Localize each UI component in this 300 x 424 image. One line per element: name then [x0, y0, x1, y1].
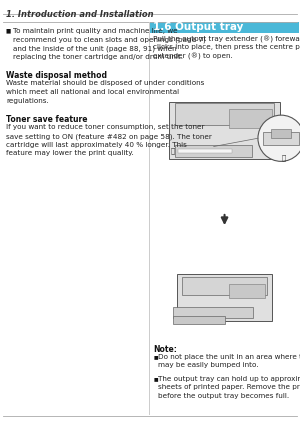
FancyBboxPatch shape	[175, 145, 252, 157]
FancyBboxPatch shape	[178, 149, 232, 153]
Text: sheets of printed paper. Remove the printed paper: sheets of printed paper. Remove the prin…	[158, 385, 300, 391]
Text: recommend you to clean slots and openings (page 7): recommend you to clean slots and opening…	[13, 36, 206, 43]
Text: ■: ■	[6, 28, 11, 33]
Text: Pull the output tray extender (®) foreward gently until it: Pull the output tray extender (®) forewa…	[153, 36, 300, 43]
Bar	[150, 22, 299, 33]
Text: which meet all national and local environmental: which meet all national and local enviro…	[6, 89, 179, 95]
Text: 1. Introduction and Installation: 1. Introduction and Installation	[6, 10, 154, 19]
Circle shape	[258, 115, 300, 162]
Text: regulations.: regulations.	[6, 98, 49, 103]
FancyBboxPatch shape	[229, 284, 265, 298]
Text: replacing the toner cartridge and/or drum unit.: replacing the toner cartridge and/or dru…	[13, 53, 183, 59]
Text: and the inside of the unit (page 88, 91) when: and the inside of the unit (page 88, 91)…	[13, 45, 177, 51]
Text: Note:: Note:	[153, 345, 177, 354]
Text: ⓑ: ⓑ	[281, 155, 286, 161]
FancyBboxPatch shape	[173, 307, 253, 318]
FancyBboxPatch shape	[271, 128, 291, 138]
FancyBboxPatch shape	[175, 103, 274, 125]
Text: may be easily bumped into.: may be easily bumped into.	[158, 363, 259, 368]
Text: Waste material should be disposed of under conditions: Waste material should be disposed of und…	[6, 81, 204, 86]
Text: ⓐ: ⓐ	[170, 148, 175, 154]
Text: Waste disposal method: Waste disposal method	[6, 72, 107, 81]
Text: clicks into place, then press the centre part of the: clicks into place, then press the centre…	[153, 45, 300, 50]
Text: save setting to ON (feature #482 on page 58). The toner: save setting to ON (feature #482 on page…	[6, 133, 212, 139]
Text: Toner save feature: Toner save feature	[6, 115, 88, 125]
Text: before the output tray becomes full.: before the output tray becomes full.	[158, 393, 289, 399]
Text: ■: ■	[153, 376, 158, 381]
FancyBboxPatch shape	[263, 132, 299, 145]
Text: 1.6 Output tray: 1.6 Output tray	[153, 22, 244, 33]
Text: cartridge will last approximately 40 % longer. This: cartridge will last approximately 40 % l…	[6, 142, 187, 148]
Text: ■: ■	[153, 354, 158, 359]
FancyBboxPatch shape	[177, 274, 272, 321]
Text: To maintain print quality and machine life, we: To maintain print quality and machine li…	[13, 28, 178, 34]
FancyBboxPatch shape	[169, 101, 280, 159]
Text: feature may lower the print quality.: feature may lower the print quality.	[6, 150, 134, 156]
Text: If you want to reduce toner consumption, set the toner: If you want to reduce toner consumption,…	[6, 125, 205, 131]
FancyBboxPatch shape	[173, 316, 225, 324]
Text: The output tray can hold up to approximately 150: The output tray can hold up to approxima…	[158, 376, 300, 382]
Text: Do not place the unit in an area where the output tray: Do not place the unit in an area where t…	[158, 354, 300, 360]
FancyBboxPatch shape	[182, 277, 267, 295]
Text: extender (®) to open.: extender (®) to open.	[153, 53, 233, 60]
FancyBboxPatch shape	[230, 109, 272, 128]
